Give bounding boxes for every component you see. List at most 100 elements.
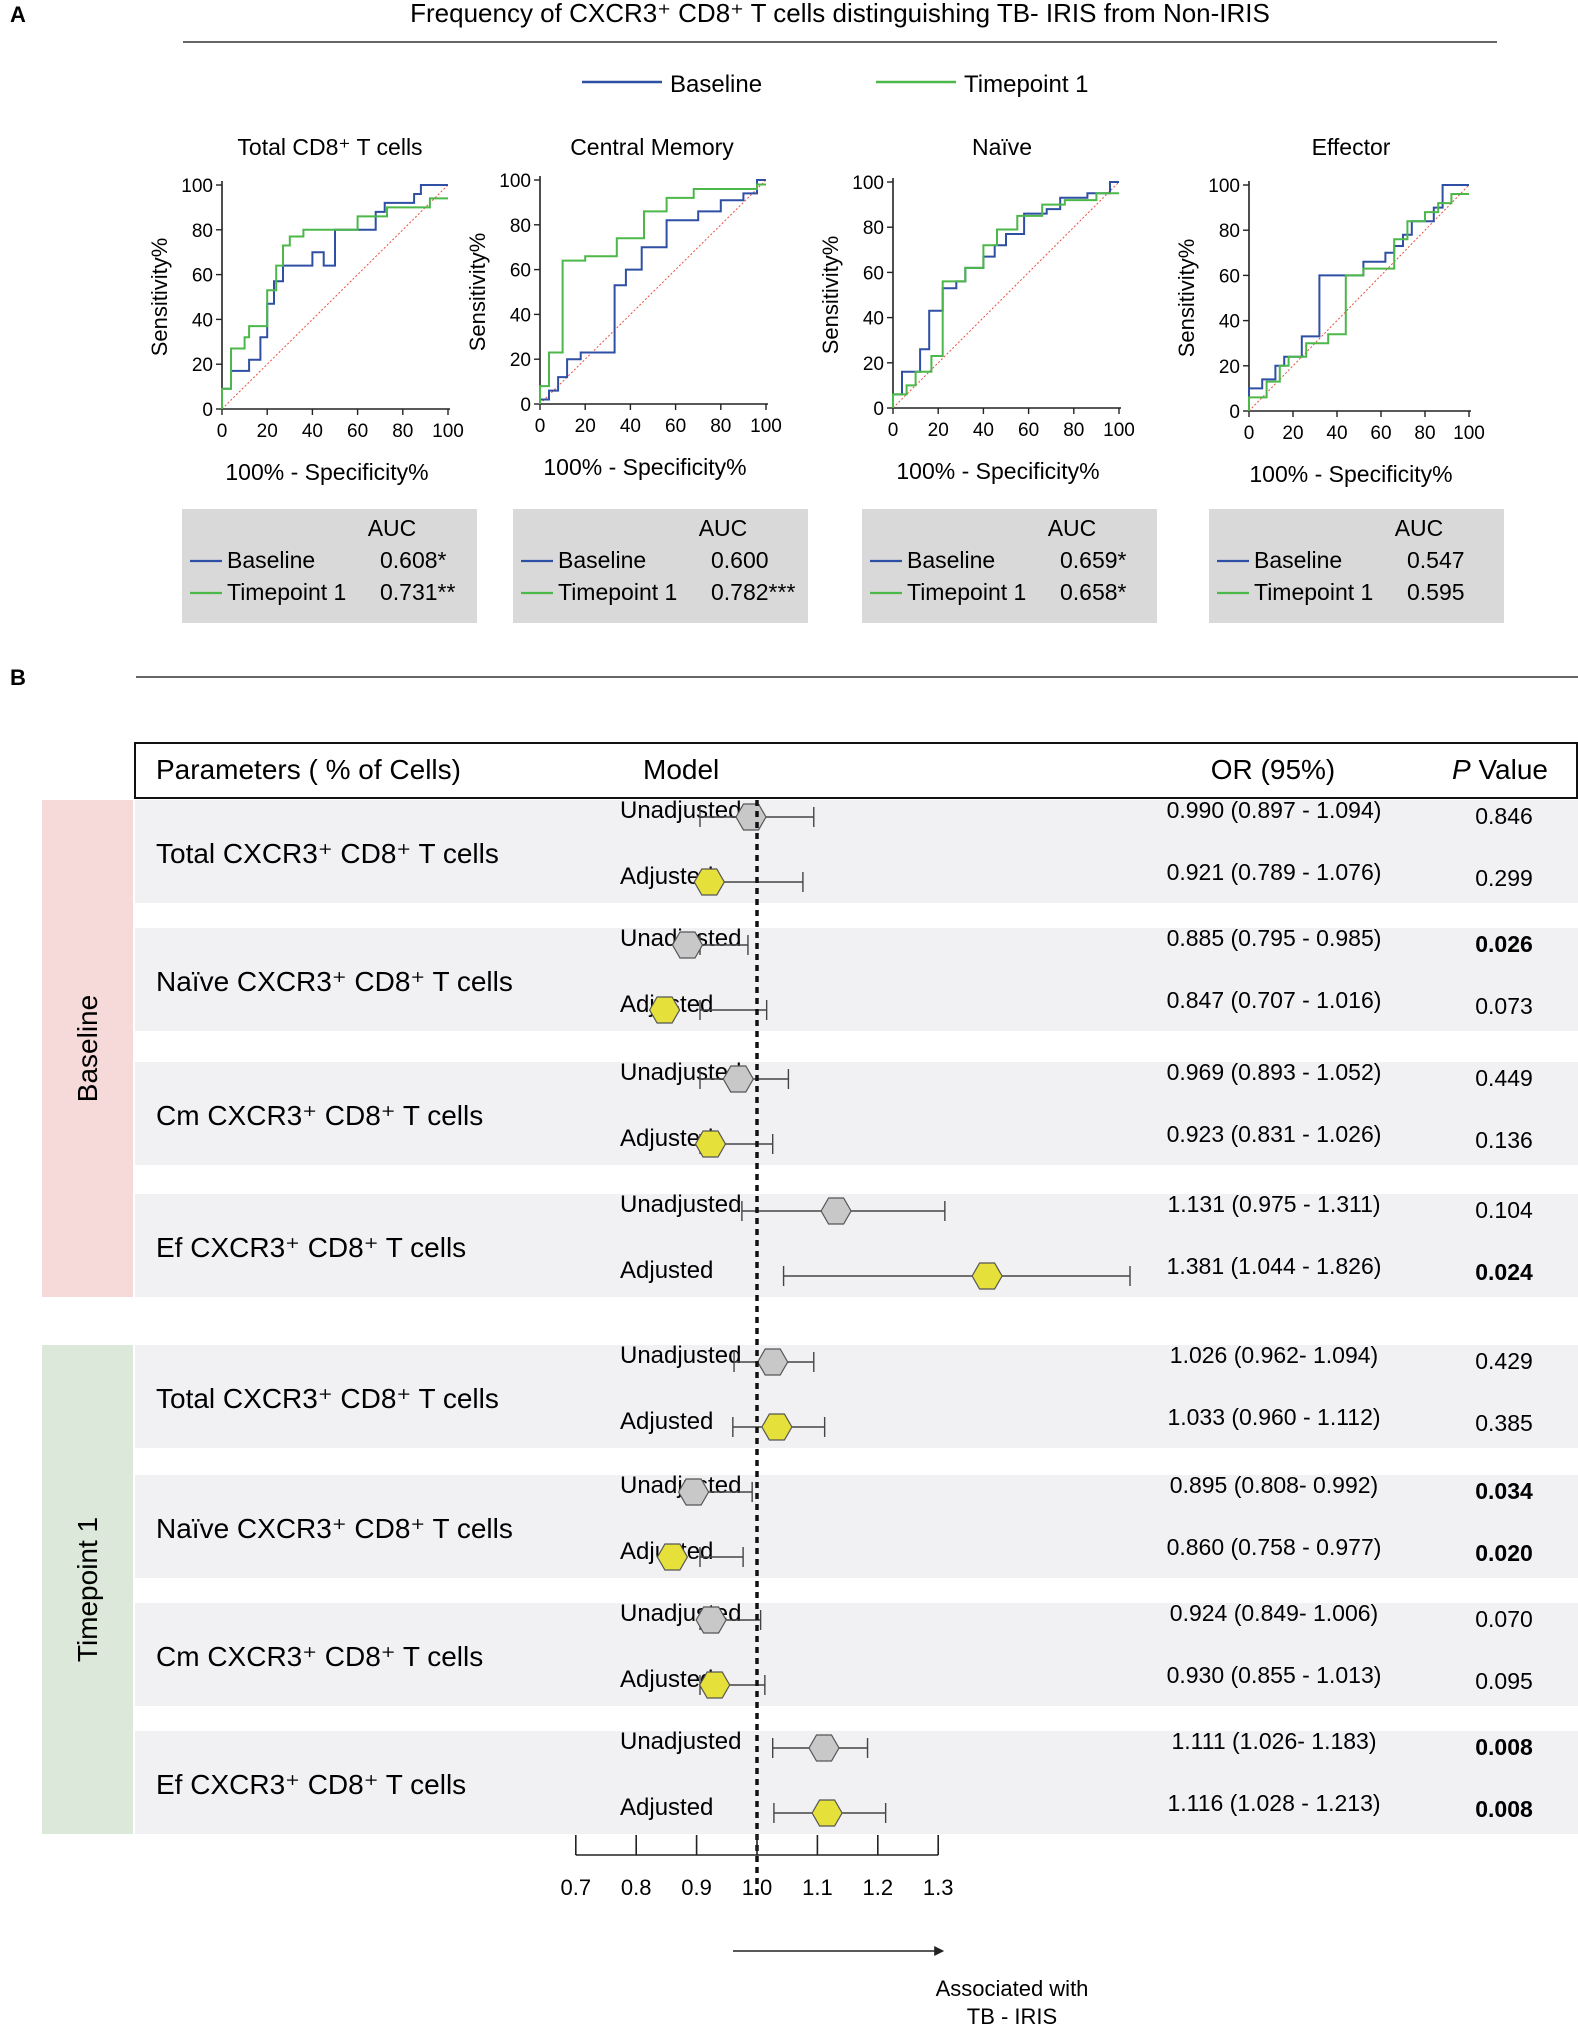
roc-chart-1: Total CD8⁺ T cells0020204040606080801001… <box>147 134 477 623</box>
model-label: Unadjusted <box>620 1191 741 1218</box>
p-value: 0.449 <box>1475 1065 1533 1091</box>
or-text: 0.895 (0.808- 0.992) <box>1170 1472 1378 1498</box>
roc-x-tick-label: 100 <box>1453 423 1485 444</box>
roc-curve-timepoint1 <box>539 183 766 404</box>
p-value: 0.846 <box>1475 803 1533 829</box>
row-label: Cm CXCR3⁺ CD8⁺ T cells <box>156 1641 483 1672</box>
roc-x-tick-label: 40 <box>973 420 994 441</box>
or-text: 0.969 (0.893 - 1.052) <box>1167 1059 1382 1085</box>
or-text: 0.847 (0.707 - 1.016) <box>1167 987 1382 1013</box>
roc-y-tick-label: 80 <box>863 218 884 239</box>
p-value: 0.020 <box>1475 1540 1533 1566</box>
roc-y-tick-label: 20 <box>1219 357 1240 378</box>
roc-x-tick-label: 0 <box>217 421 228 442</box>
or-marker-unadjusted <box>677 1478 710 1506</box>
header-p-value: P Value <box>1452 754 1548 785</box>
roc-x-tick-label: 20 <box>257 421 278 442</box>
roc-y-label: Sensitivity% <box>147 238 172 357</box>
roc-x-tick-label: 40 <box>1326 423 1347 444</box>
roc-reference-line <box>221 184 449 410</box>
or-text: 1.111 (1.026- 1.183) <box>1171 1728 1376 1754</box>
auc-series-name: Baseline <box>1254 547 1342 573</box>
direction-arrow-head <box>934 1946 945 1956</box>
auc-header: AUC <box>699 515 748 541</box>
model-label: Unadjusted <box>620 797 741 824</box>
forest-x-tick-label: 1.3 <box>923 1875 954 1900</box>
auc-series-name: Timepoint 1 <box>227 579 346 605</box>
roc-chart-3: Naïve 00 20 20 40 40 60 60 80 80 100 100 Sensitivity… <box>818 134 1157 623</box>
row-label: Naïve CXCR3⁺ CD8⁺ T cells <box>156 1513 513 1544</box>
or-marker-adjusted <box>761 1413 793 1441</box>
row-label: Cm CXCR3⁺ CD8⁺ T cells <box>156 1100 483 1131</box>
table-row <box>135 1062 1578 1165</box>
or-marker-unadjusted <box>695 1606 727 1634</box>
p-value: 0.008 <box>1475 1734 1533 1760</box>
auc-box <box>513 509 808 623</box>
table-row <box>135 1345 1578 1448</box>
roc-y-label: Sensitivity% <box>818 236 843 355</box>
roc-y-tick-label: 40 <box>192 310 213 331</box>
forest-x-tick-label: 1.1 <box>802 1875 833 1900</box>
header-p-italic: P <box>1452 754 1471 785</box>
roc-x-tick-label: 100 <box>432 421 464 442</box>
auc-value: 0.658* <box>1060 579 1127 605</box>
roc-x-label: 100% - Specificity% <box>225 459 428 485</box>
roc-x-tick-label: 60 <box>665 416 686 437</box>
roc-x-tick-label: 40 <box>302 421 323 442</box>
row-label: Ef CXCR3⁺ CD8⁺ T cells <box>156 1232 466 1263</box>
model-label: Adjusted <box>620 1794 713 1821</box>
roc-x-tick-label: 80 <box>1063 420 1084 441</box>
roc-curve-baseline <box>1248 184 1469 411</box>
roc-y-tick-label: 0 <box>1229 402 1240 423</box>
roc-y-tick-label: 60 <box>192 266 213 287</box>
roc-curve-timepoint1 <box>1248 193 1469 411</box>
group-label: Timepoint 1 <box>72 1517 103 1662</box>
or-text: 0.921 (0.789 - 1.076) <box>1167 859 1382 885</box>
header-model: Model <box>643 754 719 785</box>
or-marker-unadjusted <box>820 1197 852 1225</box>
table-row <box>135 1603 1578 1706</box>
panel-a-title: Frequency of CXCR3⁺ CD8⁺ T cells disting… <box>410 0 1270 28</box>
auc-series-name: Baseline <box>907 547 995 573</box>
axis-caption-line2: TB - IRIS <box>967 2004 1057 2029</box>
p-value: 0.070 <box>1475 1606 1533 1632</box>
roc-y-tick-label: 0 <box>873 399 884 420</box>
forest-x-tick-label: 0.7 <box>561 1875 592 1900</box>
table-header-box <box>134 742 1578 799</box>
legend: Baseline Timepoint 1 <box>582 71 1089 98</box>
group-band-timepoint1 <box>42 1345 133 1834</box>
roc-title: Central Memory <box>570 134 734 160</box>
model-label: Unadjusted <box>620 1342 741 1369</box>
roc-x-tick-label: 0 <box>1244 423 1255 444</box>
roc-y-tick-label: 40 <box>510 305 531 326</box>
p-value: 0.136 <box>1475 1127 1533 1153</box>
or-marker-adjusted <box>656 1543 689 1571</box>
table-row <box>135 800 1578 903</box>
p-value: 0.073 <box>1475 993 1533 1019</box>
roc-y-tick-label: 40 <box>1219 312 1240 333</box>
auc-series-name: Timepoint 1 <box>907 579 1026 605</box>
roc-y-tick-label: 100 <box>1208 176 1240 197</box>
roc-x-tick-label: 20 <box>1282 423 1303 444</box>
row-label: Ef CXCR3⁺ CD8⁺ T cells <box>156 1769 466 1800</box>
header-p-suffix: Value <box>1471 754 1548 785</box>
roc-y-tick-label: 60 <box>1219 266 1240 287</box>
table-row <box>135 1475 1578 1578</box>
p-value: 0.034 <box>1475 1478 1533 1504</box>
or-marker-adjusted <box>693 868 725 896</box>
forest-x-tick-label: 1.2 <box>863 1875 894 1900</box>
auc-value: 0.782*** <box>711 579 795 605</box>
auc-series-name: Timepoint 1 <box>1254 579 1373 605</box>
roc-y-tick-label: 0 <box>202 400 213 421</box>
roc-y-tick-label: 20 <box>863 354 884 375</box>
roc-x-tick-label: 60 <box>1018 420 1039 441</box>
or-marker-adjusted <box>648 996 681 1024</box>
roc-x-tick-label: 80 <box>1414 423 1435 444</box>
roc-x-label: 100% - Specificity% <box>896 458 1099 484</box>
or-text: 1.026 (0.962- 1.094) <box>1170 1342 1378 1368</box>
or-text: 0.990 (0.897 - 1.094) <box>1167 797 1382 823</box>
roc-x-tick-label: 80 <box>392 421 413 442</box>
auc-box <box>862 509 1157 623</box>
auc-series-name: Baseline <box>558 547 646 573</box>
or-marker-unadjusted <box>808 1734 840 1762</box>
